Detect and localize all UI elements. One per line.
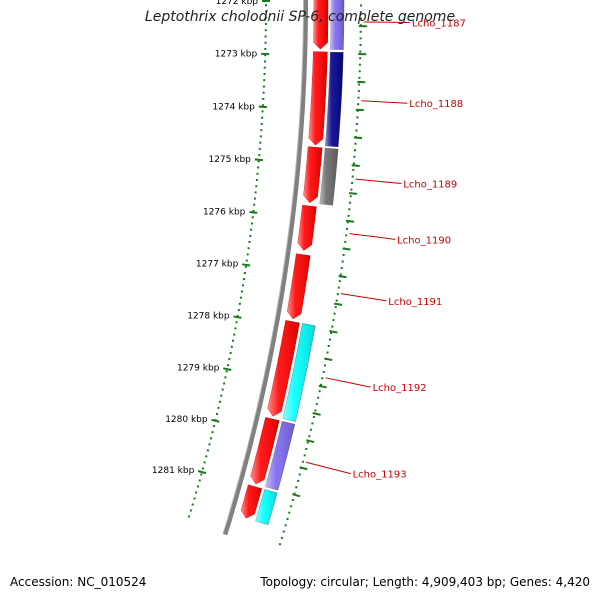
outer-tick xyxy=(312,412,321,416)
ruler-label: 1280 kbp xyxy=(165,415,208,425)
outer-tick xyxy=(324,357,333,361)
cog-track xyxy=(255,0,345,525)
outer-tick xyxy=(306,439,315,444)
outer-tick xyxy=(292,493,301,498)
cog-block-shade xyxy=(325,52,344,147)
ruler-label: 1276 kbp xyxy=(203,208,246,218)
gene-label: Lcho_1190 xyxy=(397,235,451,246)
gene-leader-line xyxy=(340,293,387,302)
outer-tick xyxy=(348,192,358,195)
cog-block-shade xyxy=(282,323,316,422)
ruler-label: 1279 kbp xyxy=(177,364,220,374)
gene-label: Lcho_1187 xyxy=(412,19,466,30)
ruler-label: 1274 kbp xyxy=(212,102,255,112)
outer-tick xyxy=(334,302,343,306)
ruler-label: 1277 kbp xyxy=(196,260,239,270)
gene-label: Lcho_1191 xyxy=(388,297,442,308)
gene-label: Lcho_1189 xyxy=(403,180,457,191)
outer-tick xyxy=(338,275,347,279)
ruler-label: 1273 kbp xyxy=(215,50,258,60)
ruler: 1272 kbp 1273 kbp 1274 kbp 1275 kbp 1276 kbp… xyxy=(152,0,270,476)
gene-label: Lcho_1193 xyxy=(353,470,407,481)
ruler-dot-ring-inner xyxy=(188,4,267,518)
ruler-label: 1275 kbp xyxy=(208,155,251,165)
ruler-tick xyxy=(197,470,207,475)
ruler-label: 1281 kbp xyxy=(152,466,195,476)
outer-tick xyxy=(329,330,338,334)
outer-tick xyxy=(318,384,327,389)
ruler-label: 1272 kbp xyxy=(216,0,259,7)
cog-block-shade xyxy=(319,148,338,206)
gene-leader-line xyxy=(361,100,408,104)
outer-tick xyxy=(342,247,351,251)
outer-tick xyxy=(299,466,308,471)
gene-leader-line xyxy=(305,461,351,475)
accession-text: Accession: NC_010524 xyxy=(10,575,147,589)
cog-block-shade xyxy=(330,0,344,50)
cds-arrow-shade xyxy=(308,51,328,146)
cog-block-shade xyxy=(265,421,295,491)
ruler-tick xyxy=(223,367,232,371)
backbone xyxy=(222,0,308,536)
ruler-tick xyxy=(211,418,220,423)
outer-tick xyxy=(353,136,363,140)
cds-arrow-shade xyxy=(303,146,323,203)
cds-arrow-shade xyxy=(313,0,328,50)
ruler-tick xyxy=(233,315,242,319)
cds-arrow-shade xyxy=(297,205,317,251)
cds-arrow-shade xyxy=(250,417,280,485)
cog-block-shade xyxy=(255,489,278,525)
gene-leader-line xyxy=(349,233,396,240)
map-title: Leptothrix cholodnii SP-6, complete geno… xyxy=(144,9,456,25)
ruler-dot-ring-outer xyxy=(278,4,362,546)
outer-tick xyxy=(351,164,360,168)
cds-arrow-shade xyxy=(241,484,262,519)
outer-tick xyxy=(345,219,355,223)
ruler-dots xyxy=(188,4,367,546)
ruler-tick xyxy=(242,263,251,267)
gene-labels: Lcho_1186Lcho_1187Lcho_1188Lcho_1189Lcho… xyxy=(305,19,466,481)
gene-label: Lcho_1188 xyxy=(409,99,463,110)
ruler-label: 1278 kbp xyxy=(187,312,230,322)
gene-leader-line xyxy=(363,21,410,23)
backbone-line xyxy=(223,0,308,536)
gene-leader-line xyxy=(325,377,371,388)
ruler-tick xyxy=(249,210,258,214)
ruler-tick xyxy=(254,158,263,162)
cds-arrow-shade xyxy=(267,320,300,417)
gene-label: Lcho_1192 xyxy=(373,383,427,394)
cds-arrow-shade xyxy=(287,253,311,319)
gene-leader-line xyxy=(355,178,402,185)
cds-track xyxy=(240,0,329,519)
genome-summary-text: Topology: circular; Length: 4,909,403 bp… xyxy=(260,575,590,589)
